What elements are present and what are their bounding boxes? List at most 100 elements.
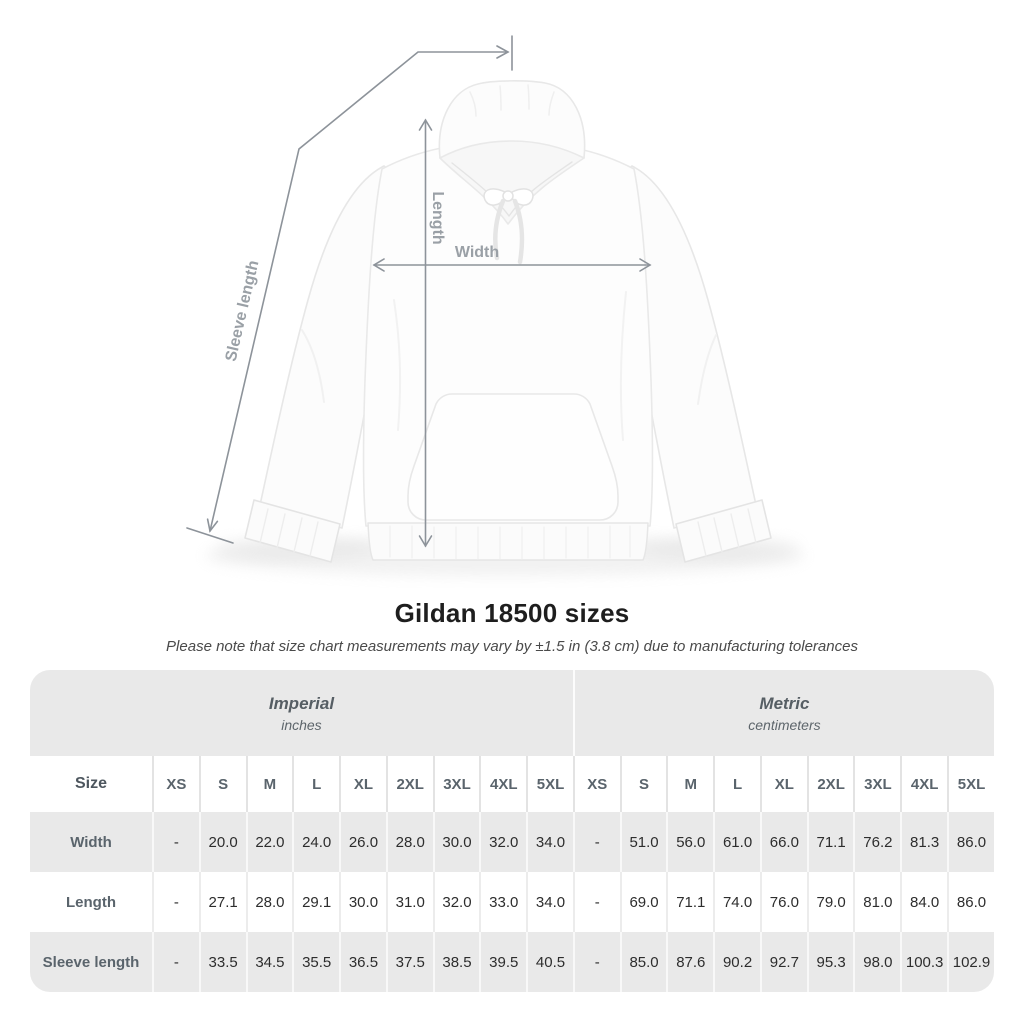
- imperial-label: Imperial: [268, 693, 335, 713]
- metric-value-cell: 100.3: [900, 932, 948, 992]
- imperial-value-cell: -: [152, 932, 199, 992]
- metric-value-cell: 87.6: [666, 932, 714, 992]
- imperial-value-cell: 30.0: [432, 812, 480, 872]
- imperial-value-cell: 24.0: [292, 812, 340, 872]
- row-label-length: Length: [30, 872, 152, 932]
- imperial-band: Imperial inches: [30, 670, 573, 756]
- metric-value-cell: 71.1: [666, 872, 714, 932]
- imperial-size-col-header: S: [198, 756, 246, 812]
- unit-band-row: Imperial inches Metric centimeters: [30, 670, 994, 756]
- metric-value-cell: 86.0: [947, 872, 994, 932]
- width-label: Width: [455, 244, 499, 261]
- imperial-unit-label: inches: [281, 716, 322, 733]
- metric-value-cell: 69.0: [619, 872, 667, 932]
- length-label: Length: [429, 191, 446, 244]
- metric-value-cell: 76.0: [759, 872, 807, 932]
- imperial-value-cell: 27.1: [198, 872, 246, 932]
- size-table: Imperial inches Metric centimeters Size …: [30, 670, 994, 992]
- imperial-value-cell: 32.0: [432, 872, 480, 932]
- imperial-value-cell: 20.0: [198, 812, 246, 872]
- metric-value-cell: 56.0: [666, 812, 714, 872]
- hoodie-measurement-diagram: Width Length Sleeve length: [186, 35, 805, 576]
- measurement-lines: [186, 35, 652, 548]
- imperial-value-cell: -: [152, 872, 199, 932]
- metric-value-cell: -: [572, 872, 620, 932]
- imperial-value-cell: 31.0: [385, 872, 433, 932]
- metric-value-cell: 51.0: [619, 812, 667, 872]
- metric-value-cell: -: [572, 932, 620, 992]
- metric-value-cell: 66.0: [759, 812, 807, 872]
- metric-value-cell: 98.0: [853, 932, 901, 992]
- width-arrow: [372, 258, 652, 272]
- metric-band: Metric centimeters: [572, 670, 994, 756]
- imperial-value-cell: 33.5: [198, 932, 246, 992]
- sleeve-length-arrow: [186, 35, 513, 544]
- imperial-size-col-header: M: [245, 756, 293, 812]
- imperial-value-cell: 37.5: [385, 932, 433, 992]
- imperial-size-col-header: 4XL: [479, 756, 527, 812]
- metric-value-cell: 95.3: [806, 932, 854, 992]
- metric-size-col-header: XL: [759, 756, 807, 812]
- table-row-length: Length -27.1 28.0 29.1 30.0 31.0 32.0 33.0 34.0…: [30, 872, 994, 932]
- metric-size-col-header: M: [666, 756, 714, 812]
- imperial-value-cell: 29.1: [292, 872, 340, 932]
- length-arrow: [418, 118, 433, 548]
- size-header-row: Size XS S M L XL 2XL 3XL 4XL 5XL XS S M L XL 2XL 3XL 4XL…: [30, 756, 994, 812]
- imperial-value-cell: 36.5: [339, 932, 386, 992]
- imperial-size-col-header: 2XL: [385, 756, 433, 812]
- metric-label: Metric: [759, 693, 810, 713]
- metric-value-cell: 74.0: [713, 872, 760, 932]
- imperial-value-cell: 22.0: [245, 812, 293, 872]
- metric-value-cell: 92.7: [759, 932, 807, 992]
- size-column-header: Size: [30, 756, 152, 812]
- imperial-size-col-header: 5XL: [526, 756, 573, 812]
- metric-value-cell: 61.0: [713, 812, 760, 872]
- imperial-size-col-header: 3XL: [432, 756, 480, 812]
- imperial-value-cell: 33.0: [479, 872, 527, 932]
- imperial-size-col-header: XL: [339, 756, 386, 812]
- imperial-value-cell: 39.5: [479, 932, 527, 992]
- metric-value-cell: 81.0: [853, 872, 901, 932]
- metric-value-cell: 79.0: [806, 872, 854, 932]
- tolerance-note: Please note that size chart measurements…: [166, 638, 858, 655]
- row-label-width: Width: [30, 812, 152, 872]
- imperial-value-cell: 40.5: [526, 932, 573, 992]
- imperial-value-cell: 38.5: [432, 932, 480, 992]
- imperial-value-cell: 34.0: [526, 872, 573, 932]
- row-label-sleeve-length: Sleeve length: [30, 932, 152, 992]
- imperial-value-cell: 28.0: [245, 872, 293, 932]
- metric-unit-label: centimeters: [748, 716, 821, 733]
- metric-value-cell: -: [572, 812, 620, 872]
- imperial-size-col-header: XS: [152, 756, 199, 812]
- imperial-size-col-header: L: [292, 756, 340, 812]
- metric-value-cell: 85.0: [619, 932, 667, 992]
- metric-value-cell: 86.0: [947, 812, 994, 872]
- metric-value-cell: 84.0: [900, 872, 948, 932]
- metric-value-cell: 71.1: [806, 812, 854, 872]
- metric-size-col-header: XS: [572, 756, 620, 812]
- metric-value-cell: 102.9: [947, 932, 994, 992]
- imperial-value-cell: 26.0: [339, 812, 386, 872]
- sleeve-length-label: Sleeve length: [223, 259, 263, 363]
- hoodie-illustration: [244, 80, 772, 563]
- page-title: Gildan 18500 sizes: [394, 598, 630, 628]
- table-row-sleeve-length: Sleeve length -33.5 34.5 35.5 36.5 37.5 38.5 3…: [30, 932, 994, 992]
- table-row-width: Width -20.0 22.0 24.0 26.0 28.0 30.0 32.0 34.0-…: [30, 812, 994, 872]
- metric-value-cell: 90.2: [713, 932, 760, 992]
- metric-size-col-header: 5XL: [947, 756, 994, 812]
- metric-size-col-header: 3XL: [853, 756, 901, 812]
- metric-size-col-header: 4XL: [900, 756, 948, 812]
- imperial-value-cell: 28.0: [385, 812, 433, 872]
- metric-value-cell: 76.2: [853, 812, 901, 872]
- metric-size-col-header: 2XL: [806, 756, 854, 812]
- metric-value-cell: 81.3: [900, 812, 948, 872]
- metric-size-col-header: S: [619, 756, 667, 812]
- imperial-value-cell: 34.5: [245, 932, 293, 992]
- imperial-value-cell: 30.0: [339, 872, 386, 932]
- metric-size-col-header: L: [713, 756, 760, 812]
- imperial-value-cell: 35.5: [292, 932, 340, 992]
- imperial-value-cell: 34.0: [526, 812, 573, 872]
- imperial-value-cell: -: [152, 812, 199, 872]
- imperial-value-cell: 32.0: [479, 812, 527, 872]
